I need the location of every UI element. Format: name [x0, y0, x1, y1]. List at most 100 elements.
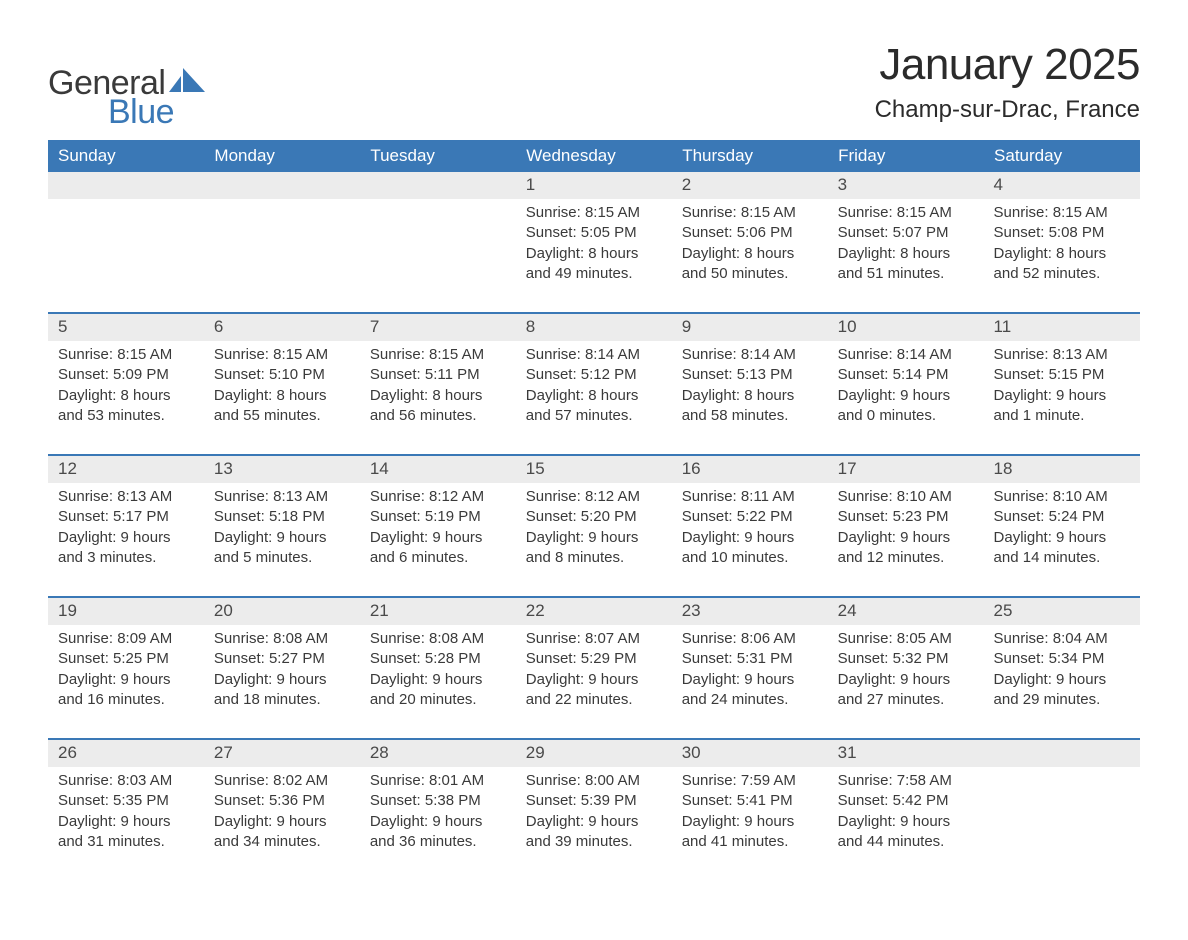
daylight-line: Daylight: 9 hours and 31 minutes. — [58, 812, 194, 853]
sunrise-line: Sunrise: 8:03 AM — [58, 771, 194, 791]
day-body-cell: Sunrise: 8:08 AMSunset: 5:27 PMDaylight:… — [204, 625, 360, 739]
weekday-header: Saturday — [984, 140, 1140, 172]
day-number-cell: 12 — [48, 456, 204, 483]
day-body-cell: Sunrise: 8:03 AMSunset: 5:35 PMDaylight:… — [48, 767, 204, 880]
day-body-cell: Sunrise: 8:13 AMSunset: 5:18 PMDaylight:… — [204, 483, 360, 597]
day-number-cell — [360, 172, 516, 199]
daylight-line: Daylight: 9 hours and 27 minutes. — [838, 670, 974, 711]
day-number-cell: 22 — [516, 598, 672, 625]
weekday-header: Thursday — [672, 140, 828, 172]
day-number-cell — [984, 740, 1140, 767]
sunset-line: Sunset: 5:22 PM — [682, 507, 818, 527]
sunset-line: Sunset: 5:09 PM — [58, 365, 194, 385]
day-body-row: Sunrise: 8:15 AMSunset: 5:09 PMDaylight:… — [48, 341, 1140, 455]
day-body-cell: Sunrise: 8:12 AMSunset: 5:20 PMDaylight:… — [516, 483, 672, 597]
daylight-line: Daylight: 8 hours and 51 minutes. — [838, 244, 974, 285]
day-body-row: Sunrise: 8:09 AMSunset: 5:25 PMDaylight:… — [48, 625, 1140, 739]
weekday-header: Tuesday — [360, 140, 516, 172]
sunrise-line: Sunrise: 8:15 AM — [682, 203, 818, 223]
sunrise-line: Sunrise: 8:14 AM — [682, 345, 818, 365]
day-body-cell: Sunrise: 8:08 AMSunset: 5:28 PMDaylight:… — [360, 625, 516, 739]
sunset-line: Sunset: 5:12 PM — [526, 365, 662, 385]
sunset-line: Sunset: 5:11 PM — [370, 365, 506, 385]
day-body-cell: Sunrise: 8:06 AMSunset: 5:31 PMDaylight:… — [672, 625, 828, 739]
daylight-line: Daylight: 9 hours and 3 minutes. — [58, 528, 194, 569]
logo: General Blue — [48, 64, 209, 132]
day-number-cell: 18 — [984, 456, 1140, 483]
day-number-cell: 7 — [360, 314, 516, 341]
sunset-line: Sunset: 5:14 PM — [838, 365, 974, 385]
daylight-line: Daylight: 9 hours and 8 minutes. — [526, 528, 662, 569]
sunrise-line: Sunrise: 8:15 AM — [526, 203, 662, 223]
daylight-line: Daylight: 8 hours and 49 minutes. — [526, 244, 662, 285]
day-body-row: Sunrise: 8:13 AMSunset: 5:17 PMDaylight:… — [48, 483, 1140, 597]
calendar-table: Sunday Monday Tuesday Wednesday Thursday… — [48, 140, 1140, 880]
daylight-line: Daylight: 8 hours and 53 minutes. — [58, 386, 194, 427]
daylight-line: Daylight: 8 hours and 50 minutes. — [682, 244, 818, 285]
logo-flag-icon — [169, 68, 209, 99]
sunset-line: Sunset: 5:10 PM — [214, 365, 350, 385]
daylight-line: Daylight: 9 hours and 39 minutes. — [526, 812, 662, 853]
day-body-cell: Sunrise: 8:15 AMSunset: 5:10 PMDaylight:… — [204, 341, 360, 455]
sunrise-line: Sunrise: 8:04 AM — [994, 629, 1130, 649]
daylight-line: Daylight: 8 hours and 52 minutes. — [994, 244, 1130, 285]
day-number-cell: 23 — [672, 598, 828, 625]
day-body-cell: Sunrise: 8:12 AMSunset: 5:19 PMDaylight:… — [360, 483, 516, 597]
sunset-line: Sunset: 5:23 PM — [838, 507, 974, 527]
sunrise-line: Sunrise: 7:58 AM — [838, 771, 974, 791]
sunset-line: Sunset: 5:27 PM — [214, 649, 350, 669]
sunset-line: Sunset: 5:34 PM — [994, 649, 1130, 669]
sunset-line: Sunset: 5:05 PM — [526, 223, 662, 243]
sunset-line: Sunset: 5:32 PM — [838, 649, 974, 669]
page-header: General Blue January 2025 Champ-sur-Drac… — [48, 40, 1140, 132]
day-number-cell: 4 — [984, 172, 1140, 199]
sunset-line: Sunset: 5:24 PM — [994, 507, 1130, 527]
day-body-cell: Sunrise: 8:15 AMSunset: 5:11 PMDaylight:… — [360, 341, 516, 455]
day-number-cell: 6 — [204, 314, 360, 341]
day-body-cell — [204, 199, 360, 313]
day-number-cell: 19 — [48, 598, 204, 625]
sunrise-line: Sunrise: 8:13 AM — [994, 345, 1130, 365]
sunrise-line: Sunrise: 8:07 AM — [526, 629, 662, 649]
sunrise-line: Sunrise: 8:10 AM — [994, 487, 1130, 507]
sunset-line: Sunset: 5:13 PM — [682, 365, 818, 385]
daylight-line: Daylight: 9 hours and 0 minutes. — [838, 386, 974, 427]
day-body-cell: Sunrise: 8:14 AMSunset: 5:13 PMDaylight:… — [672, 341, 828, 455]
weekday-header: Sunday — [48, 140, 204, 172]
day-number-row: 12131415161718 — [48, 456, 1140, 483]
day-number-cell: 31 — [828, 740, 984, 767]
day-body-cell: Sunrise: 7:58 AMSunset: 5:42 PMDaylight:… — [828, 767, 984, 880]
sunrise-line: Sunrise: 8:08 AM — [370, 629, 506, 649]
day-body-cell — [48, 199, 204, 313]
daylight-line: Daylight: 9 hours and 20 minutes. — [370, 670, 506, 711]
day-number-cell: 26 — [48, 740, 204, 767]
day-number-cell: 25 — [984, 598, 1140, 625]
day-number-cell: 5 — [48, 314, 204, 341]
day-number-cell: 8 — [516, 314, 672, 341]
daylight-line: Daylight: 8 hours and 55 minutes. — [214, 386, 350, 427]
sunrise-line: Sunrise: 8:13 AM — [58, 487, 194, 507]
sunset-line: Sunset: 5:08 PM — [994, 223, 1130, 243]
sunset-line: Sunset: 5:17 PM — [58, 507, 194, 527]
day-body-cell: Sunrise: 8:04 AMSunset: 5:34 PMDaylight:… — [984, 625, 1140, 739]
sunset-line: Sunset: 5:35 PM — [58, 791, 194, 811]
sunrise-line: Sunrise: 8:00 AM — [526, 771, 662, 791]
day-number-cell: 2 — [672, 172, 828, 199]
day-number-cell: 17 — [828, 456, 984, 483]
day-number-row: 19202122232425 — [48, 598, 1140, 625]
sunrise-line: Sunrise: 8:15 AM — [58, 345, 194, 365]
sunrise-line: Sunrise: 8:14 AM — [526, 345, 662, 365]
day-body-cell: Sunrise: 8:15 AMSunset: 5:07 PMDaylight:… — [828, 199, 984, 313]
day-body-cell: Sunrise: 8:07 AMSunset: 5:29 PMDaylight:… — [516, 625, 672, 739]
logo-word-blue: Blue — [108, 93, 174, 132]
day-number-cell: 3 — [828, 172, 984, 199]
sunrise-line: Sunrise: 8:01 AM — [370, 771, 506, 791]
day-body-cell: Sunrise: 8:09 AMSunset: 5:25 PMDaylight:… — [48, 625, 204, 739]
day-body-cell: Sunrise: 8:10 AMSunset: 5:24 PMDaylight:… — [984, 483, 1140, 597]
daylight-line: Daylight: 9 hours and 18 minutes. — [214, 670, 350, 711]
daylight-line: Daylight: 9 hours and 44 minutes. — [838, 812, 974, 853]
day-number-cell: 10 — [828, 314, 984, 341]
calendar-title: January 2025 — [875, 40, 1140, 90]
sunset-line: Sunset: 5:19 PM — [370, 507, 506, 527]
day-number-cell — [204, 172, 360, 199]
